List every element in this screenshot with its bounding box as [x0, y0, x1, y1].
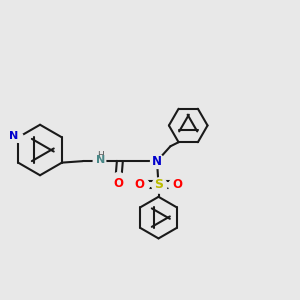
Text: O: O: [113, 177, 123, 190]
Text: S: S: [154, 178, 163, 191]
Text: O: O: [173, 178, 183, 191]
Text: N: N: [9, 131, 18, 141]
Text: N: N: [152, 154, 162, 168]
Text: H: H: [97, 151, 104, 160]
Text: O: O: [134, 178, 144, 191]
Text: N: N: [96, 155, 105, 165]
